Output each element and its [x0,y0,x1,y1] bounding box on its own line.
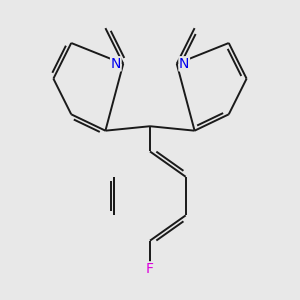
Text: N: N [179,57,189,71]
Text: N: N [111,57,121,71]
Text: F: F [146,262,154,276]
